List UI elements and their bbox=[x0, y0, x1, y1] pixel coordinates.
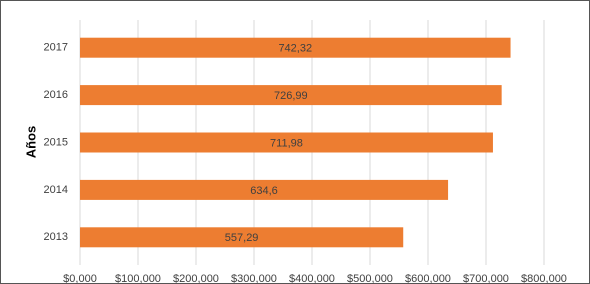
bar bbox=[80, 227, 404, 248]
x-tick-label: $400,000 bbox=[289, 273, 335, 284]
y-tick-label: 2017 bbox=[44, 42, 68, 54]
y-tick-label: 2013 bbox=[44, 231, 68, 243]
bar bbox=[80, 132, 493, 153]
data-label: 742,32 bbox=[278, 43, 312, 55]
x-tick-label: $200,000 bbox=[173, 273, 219, 284]
bar bbox=[80, 85, 502, 106]
bar bbox=[80, 179, 449, 200]
x-tick-label: $500,000 bbox=[347, 273, 393, 284]
data-label: 557,29 bbox=[225, 232, 259, 244]
data-label: 634,6 bbox=[250, 185, 278, 197]
x-tick-label: $600,000 bbox=[405, 273, 451, 284]
y-tick-label: 2016 bbox=[44, 89, 68, 101]
x-tick-label: $700,000 bbox=[463, 273, 509, 284]
data-label: 711,98 bbox=[270, 137, 303, 149]
x-tick-label: $0,000 bbox=[63, 273, 97, 284]
data-label: 726,99 bbox=[274, 90, 308, 102]
x-tick-label: $300,000 bbox=[231, 273, 277, 284]
x-tick-label: $800,000 bbox=[521, 273, 567, 284]
y-axis-label: Años bbox=[23, 126, 38, 159]
x-tick-label: $100,000 bbox=[115, 273, 161, 284]
y-tick-label: 2014 bbox=[44, 184, 68, 196]
y-tick-label: 2015 bbox=[44, 136, 68, 148]
bar bbox=[80, 37, 511, 58]
